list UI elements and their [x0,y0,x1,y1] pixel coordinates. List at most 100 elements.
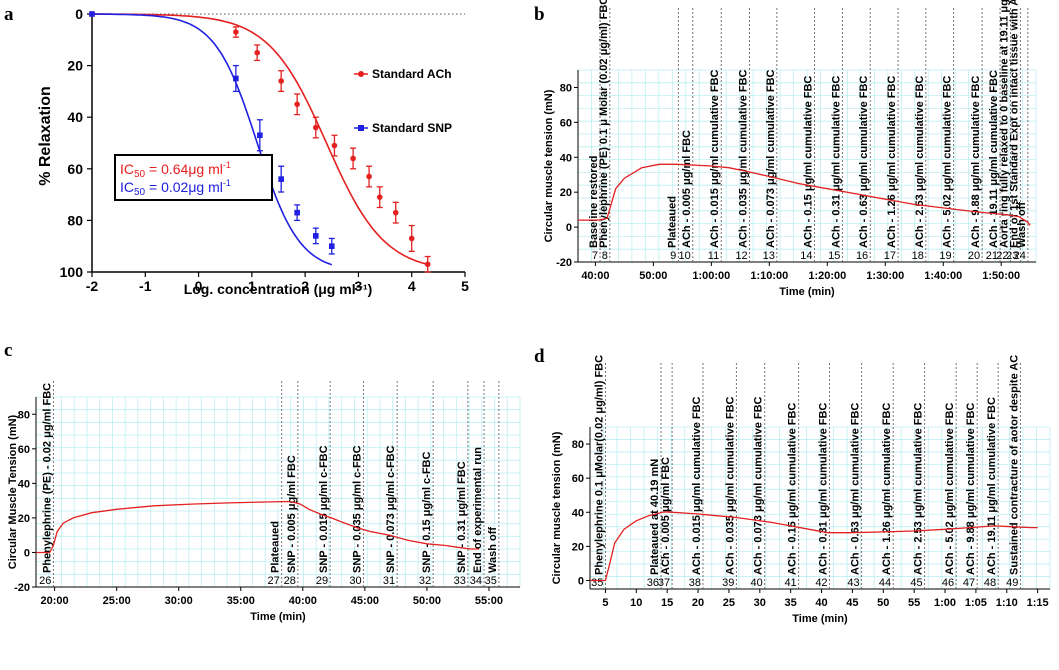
chart-d-event-label: ACh - 0.15 μg/ml cumulative FBC [787,403,799,575]
chart-b-event-number: 15 [828,250,840,262]
chart-d-event-number: 40 [750,577,762,589]
chart-d-y-tick-label: 0 [578,575,584,587]
chart-d-event-number: 47 [963,577,975,589]
chart-d-event-label: ACh - 0.31 μg/ml cumulative FBC [818,403,830,575]
chart-b-y-tick-label: 80 [560,82,572,94]
chart-d-x-tick-label: 55 [908,597,920,609]
chart-a-x-tick-label: 3 [355,278,363,294]
chart-b-x-tick-label: 1:10:00 [750,270,788,282]
chart-a-ylabel: % Relaxation [37,86,54,186]
chart-b-y-tick-label: -20 [556,257,572,269]
chart-c-event-number: 27 [267,575,279,587]
chart-d-x-tick-label: 1:15 [1027,597,1049,609]
chart-d-x-tick-label: 50 [877,597,889,609]
chart-c-xlabel: Time (min) [250,611,306,623]
chart-b-event-label: Baseline restored [588,156,600,248]
chart-b-event-number: 11 [708,250,719,262]
data-point-ach [350,155,356,162]
chart-c-y-tick-label: 20 [18,513,30,525]
chart-d-event-label: ACh - 0.035 μg/ml cumulative FBC [724,396,736,575]
chart-c-event-label: SNP - 0.15 μg/ml c-FBC [421,451,433,573]
chart-b-x-tick-label: 1:00:00 [692,270,730,282]
data-point-snp [278,176,284,182]
chart-b-x-tick-label: 40:00 [581,270,609,282]
chart-d-x-tick-label: 1:10 [996,597,1018,609]
chart-b-event-number: 20 [968,250,980,262]
chart-a-y-tick-label: 100 [60,264,84,280]
ic50-ach: IC50 = 0.64μg ml-1 [120,160,231,180]
data-point-snp [89,11,95,17]
chart-c-event-label: Wash off [487,527,499,573]
chart-d-event-number: 38 [689,577,701,589]
chart-b-x-tick-label: 1:50:00 [982,270,1020,282]
chart-d-event-number: 44 [879,577,891,589]
chart-c-y-tick-label: -20 [14,582,30,594]
data-point-ach [254,49,260,56]
chart-d-event-label: ACh - 9.88 μg/ml cumulative FBC [965,403,977,575]
chart-b-event-label: ACh - 0.073 μg/ml cumulative FBC [765,69,777,248]
chart-c-event-label: SNP - 0.035 μg/ml c-FBC [352,445,364,573]
chart-a-x-tick-label: -1 [139,278,152,294]
chart-b-event-number: 23 [1006,250,1018,262]
chart-a-x-tick-label: 2 [301,278,309,294]
chart-c-x-tick-label: 35:00 [227,595,255,607]
chart-c-y-tick-label: 40 [18,478,30,490]
chart-a-y-tick-label: 40 [67,109,83,125]
chart-d-trace-line [590,511,1038,582]
chart-b-event-number: 14 [800,250,812,262]
data-point-snp [257,132,263,139]
chart-d-y-tick-label: 20 [572,541,584,553]
chart-d-x-tick-label: 45 [846,597,858,609]
chart-a-x-tick-label: 1 [248,278,256,294]
chart-b-event-number: 7 [592,250,598,262]
chart-a-xlabel: Log. concentration (μg ml⁻¹) [184,281,373,297]
chart-c-event-number: 35 [485,575,497,587]
chart-d-x-tick-label: 15 [661,597,673,609]
chart-d-y-tick-label: 40 [572,507,584,519]
chart-d-event-label: ACh - 1.26 μg/ml cumulative FBC [881,403,893,575]
chart-b-x-tick-label: 1:20:00 [808,270,846,282]
chart-d-x-tick-label: 1:05 [965,597,987,609]
chart-b-event-number: 8 [602,250,608,262]
chart-b-event-label: ACh - 9.88 μg/ml cumulative FBC [970,76,982,248]
chart-d-x-tick-label: 40 [815,597,827,609]
chart-b-event-number: 10 [679,250,691,262]
chart-d-event-label: ACh - 2.53 μg/ml cumulative FBC [913,403,925,575]
chart-d-event-number: 42 [815,577,827,589]
chart-d-x-tick-label: 35 [785,597,797,609]
chart-b-event-label: ACh - 2.53 μg/ml cumulative FBC [914,76,926,248]
data-point-snp [294,209,300,216]
chart-d-event-number: 37 [658,577,670,589]
chart-b-event-number: 12 [735,250,747,262]
legend-marker-snp [358,125,364,131]
chart-c-x-tick-label: 40:00 [289,595,317,607]
chart-c-event-number: 30 [349,575,361,587]
chart-c-x-tick-label: 30:00 [165,595,193,607]
chart-d-event-number: 48 [984,577,996,589]
chart-c-event-number: 34 [470,575,482,587]
chart-d-event-label: ACh - 0.005 μg/ml FBC [660,457,672,575]
chart-b-event-number: 19 [939,250,951,262]
chart-d-event-number: 36 [647,577,659,589]
chart-a-x-tick-label: -2 [86,278,99,294]
data-point-snp [313,233,319,239]
chart-b-event-number: 22 [996,250,1008,262]
chart-d-event-label: ACh - 0.63 μg/ml cumulative FBC [850,403,862,575]
chart-b-event-label: ACh - 1.26 μg/ml cumulative FBC [886,76,898,248]
chart-b-event-number: 24 [1014,250,1026,262]
chart-a-points [89,11,431,273]
chart-b-xlabel: Time (min) [779,286,835,298]
chart-b-event-label: ACh - 5.02 μg/ml cumulative FBC [942,76,954,248]
chart-c-y-tick-label: 0 [24,547,30,559]
chart-b-event-label: Aorta ring fully relaxed to 0 baseline a… [998,0,1010,248]
chart-c-event-number: 32 [419,575,431,587]
chart-d-x-tick-label: 5 [602,597,608,609]
chart-d-x-tick-label: 1:00 [934,597,956,609]
chart-d-event-number: 46 [942,577,954,589]
chart-d-x-tick-label: 30 [754,597,766,609]
chart-c-event-number: 33 [454,575,466,587]
chart-c-event-label: Phenylephrine (PE) - 0.02 μg/ml FBC [41,383,53,573]
chart-d-event-number: 41 [784,577,796,589]
chart-a: 0 20 40 60 80 100-2 -1 0 1 2 3 4 5 % Relaxation Log.… [37,6,469,297]
chart-b-event-label: Plateaued [666,196,678,248]
